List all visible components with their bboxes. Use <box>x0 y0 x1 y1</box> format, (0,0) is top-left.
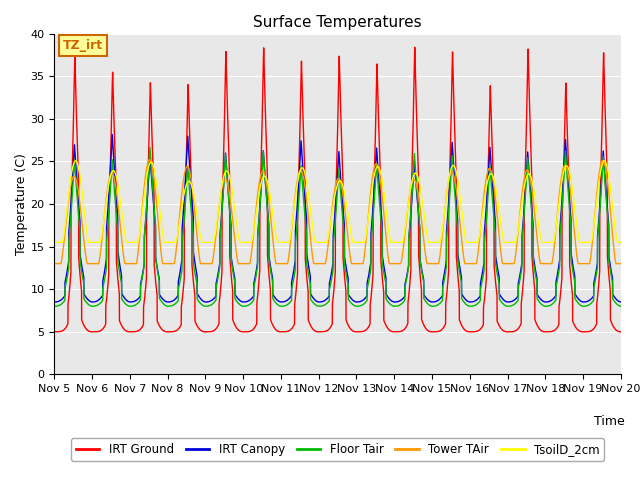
IRT Ground <box>616 329 624 335</box>
IRT Ground <box>497 325 505 331</box>
IRT Ground <box>411 44 419 50</box>
Tower TAir <box>616 261 624 266</box>
IRT Ground <box>465 329 472 335</box>
Floor Tair <box>497 298 505 304</box>
IRT Canopy <box>152 259 160 265</box>
Tower TAir <box>617 261 625 266</box>
TsoilD_2cm <box>616 240 624 245</box>
Tower TAir <box>317 261 324 266</box>
IRT Canopy <box>617 299 625 305</box>
TsoilD_2cm <box>51 240 58 245</box>
Tower TAir <box>146 157 154 163</box>
Line: Floor Tair: Floor Tair <box>54 147 621 306</box>
TsoilD_2cm <box>317 240 324 245</box>
Line: Tower TAir: Tower TAir <box>54 160 621 264</box>
Floor Tair <box>317 303 324 309</box>
Floor Tair <box>51 303 58 309</box>
Tower TAir <box>51 261 58 266</box>
IRT Ground <box>152 284 160 289</box>
IRT Canopy <box>317 299 324 305</box>
IRT Ground <box>51 329 58 335</box>
TsoilD_2cm <box>617 240 625 245</box>
Title: Surface Temperatures: Surface Temperatures <box>253 15 422 30</box>
TsoilD_2cm <box>433 240 441 245</box>
Tower TAir <box>152 198 160 204</box>
TsoilD_2cm <box>497 221 505 227</box>
TsoilD_2cm <box>72 158 79 164</box>
Line: TsoilD_2cm: TsoilD_2cm <box>54 161 621 242</box>
Tower TAir <box>465 261 472 266</box>
Line: IRT Canopy: IRT Canopy <box>54 134 621 302</box>
IRT Ground <box>433 329 441 335</box>
IRT Ground <box>617 329 625 335</box>
Floor Tair <box>617 303 625 309</box>
Floor Tair <box>146 144 154 150</box>
Text: TZ_irt: TZ_irt <box>63 39 103 52</box>
IRT Canopy <box>51 299 58 305</box>
IRT Canopy <box>465 299 472 305</box>
X-axis label: Time: Time <box>594 415 625 428</box>
TsoilD_2cm <box>465 240 472 245</box>
Floor Tair <box>152 260 160 266</box>
Tower TAir <box>497 249 505 255</box>
Y-axis label: Temperature (C): Temperature (C) <box>15 153 28 255</box>
IRT Canopy <box>497 294 505 300</box>
Legend: IRT Ground, IRT Canopy, Floor Tair, Tower TAir, TsoilD_2cm: IRT Ground, IRT Canopy, Floor Tair, Towe… <box>71 438 604 461</box>
Tower TAir <box>433 261 441 266</box>
TsoilD_2cm <box>152 179 160 185</box>
Line: IRT Ground: IRT Ground <box>54 47 621 332</box>
Floor Tair <box>465 303 472 309</box>
Floor Tair <box>433 302 441 308</box>
IRT Ground <box>317 329 324 335</box>
IRT Canopy <box>433 298 441 304</box>
IRT Canopy <box>108 132 116 137</box>
Floor Tair <box>616 303 624 309</box>
IRT Canopy <box>616 299 624 305</box>
